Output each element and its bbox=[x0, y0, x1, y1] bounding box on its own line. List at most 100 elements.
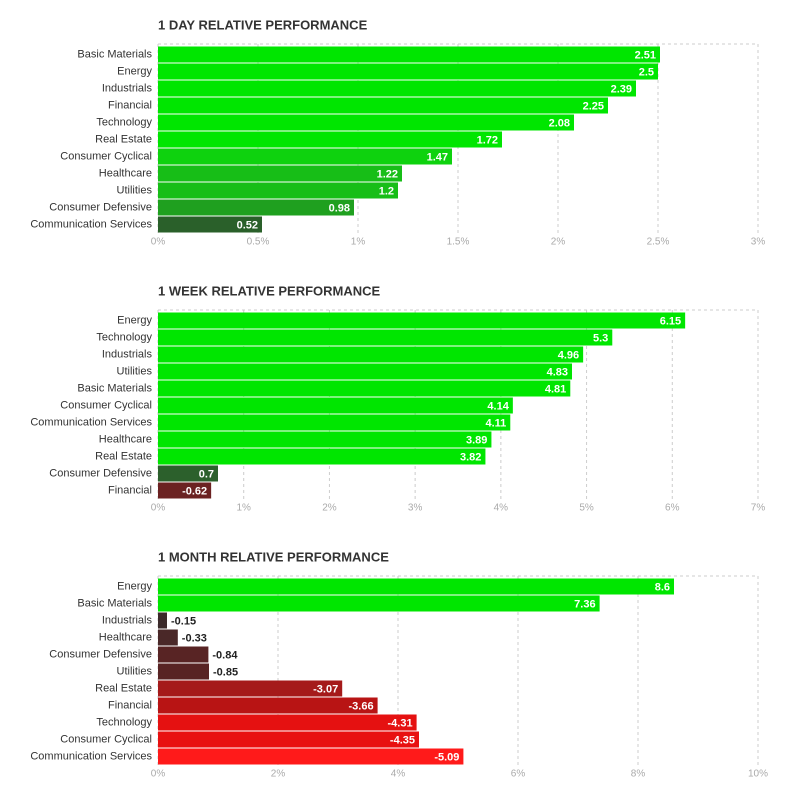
bar bbox=[158, 182, 398, 199]
x-tick-label: 1% bbox=[236, 503, 251, 514]
bar bbox=[158, 148, 452, 165]
x-tick-label: 2.5% bbox=[647, 237, 670, 248]
x-tick-label: 7% bbox=[751, 503, 766, 514]
category-label: Real Estate bbox=[95, 682, 152, 694]
x-tick-label: 0.5% bbox=[247, 237, 270, 248]
value-label: 2.08 bbox=[549, 117, 570, 129]
bar bbox=[158, 165, 402, 182]
bar bbox=[158, 448, 486, 465]
category-label: Consumer Defensive bbox=[49, 467, 152, 479]
x-tick-label: 1% bbox=[351, 237, 366, 248]
value-label: -5.09 bbox=[434, 751, 459, 763]
x-tick-label: 0% bbox=[151, 237, 166, 248]
bar bbox=[158, 97, 608, 114]
value-label: 8.6 bbox=[655, 581, 670, 593]
value-label: -4.31 bbox=[388, 717, 413, 729]
category-label: Consumer Cyclical bbox=[60, 733, 152, 745]
bar bbox=[158, 397, 513, 414]
bar bbox=[158, 482, 212, 499]
value-label: 5.3 bbox=[593, 332, 608, 344]
category-label: Utilities bbox=[117, 184, 153, 196]
bar bbox=[158, 612, 167, 629]
bar bbox=[158, 329, 613, 346]
bar bbox=[158, 216, 262, 233]
category-label: Real Estate bbox=[95, 133, 152, 145]
bar bbox=[158, 199, 354, 216]
bar bbox=[158, 646, 209, 663]
bar bbox=[158, 431, 492, 448]
category-label: Healthcare bbox=[99, 631, 152, 643]
bar bbox=[158, 63, 658, 80]
value-label: 1.2 bbox=[379, 185, 394, 197]
category-label: Energy bbox=[117, 314, 152, 326]
value-label: 2.39 bbox=[611, 83, 632, 95]
bar bbox=[158, 131, 502, 148]
value-label: 1.72 bbox=[477, 134, 498, 146]
bar bbox=[158, 663, 209, 680]
value-label: 1.22 bbox=[377, 168, 398, 180]
bar bbox=[158, 114, 574, 131]
x-tick-label: 1.5% bbox=[447, 237, 470, 248]
category-label: Communication Services bbox=[30, 750, 152, 762]
x-tick-label: 3% bbox=[751, 237, 766, 248]
bar bbox=[158, 46, 660, 63]
value-label: 0.52 bbox=[237, 219, 258, 231]
value-label: -0.62 bbox=[182, 485, 207, 497]
value-label: 3.89 bbox=[466, 434, 487, 446]
x-tick-label: 0% bbox=[151, 769, 166, 780]
x-tick-label: 0% bbox=[151, 503, 166, 514]
value-label: -4.35 bbox=[390, 734, 415, 746]
value-label: -0.85 bbox=[213, 666, 238, 678]
value-label: 4.96 bbox=[558, 349, 579, 361]
bar bbox=[158, 714, 417, 731]
x-tick-label: 4% bbox=[391, 769, 406, 780]
category-label: Utilities bbox=[117, 665, 153, 677]
bar bbox=[158, 346, 584, 363]
x-tick-label: 2% bbox=[322, 503, 337, 514]
category-label: Financial bbox=[108, 699, 152, 711]
bar bbox=[158, 731, 419, 748]
category-label: Communication Services bbox=[30, 416, 152, 428]
category-label: Basic Materials bbox=[77, 48, 152, 60]
category-label: Consumer Defensive bbox=[49, 648, 152, 660]
category-label: Financial bbox=[108, 484, 152, 496]
value-label: 0.98 bbox=[329, 202, 350, 214]
value-label: -0.33 bbox=[182, 632, 207, 644]
value-label: 3.82 bbox=[460, 451, 481, 463]
category-label: Communication Services bbox=[30, 218, 152, 230]
bar bbox=[158, 465, 218, 482]
category-label: Energy bbox=[117, 580, 152, 592]
chart-title: 1 DAY RELATIVE PERFORMANCE bbox=[158, 17, 368, 32]
category-label: Financial bbox=[108, 99, 152, 111]
x-tick-label: 10% bbox=[748, 769, 768, 780]
value-label: 2.5 bbox=[639, 66, 654, 78]
category-label: Basic Materials bbox=[77, 597, 152, 609]
category-label: Industrials bbox=[102, 348, 153, 360]
x-tick-label: 5% bbox=[579, 503, 594, 514]
chart-title: 1 WEEK RELATIVE PERFORMANCE bbox=[158, 283, 381, 298]
x-tick-label: 4% bbox=[494, 503, 509, 514]
bar bbox=[158, 629, 178, 646]
bar bbox=[158, 748, 464, 765]
bar bbox=[158, 80, 636, 97]
value-label: 6.15 bbox=[660, 315, 681, 327]
bar bbox=[158, 380, 571, 397]
value-label: -3.66 bbox=[349, 700, 374, 712]
category-label: Consumer Defensive bbox=[49, 201, 152, 213]
bar bbox=[158, 595, 600, 612]
category-label: Utilities bbox=[117, 365, 153, 377]
x-tick-label: 3% bbox=[408, 503, 423, 514]
x-tick-label: 2% bbox=[271, 769, 286, 780]
category-label: Basic Materials bbox=[77, 382, 152, 394]
value-label: 1.47 bbox=[427, 151, 448, 163]
value-label: 2.25 bbox=[583, 100, 604, 112]
value-label: -0.15 bbox=[171, 615, 196, 627]
x-tick-label: 2% bbox=[551, 237, 566, 248]
category-label: Healthcare bbox=[99, 167, 152, 179]
x-tick-label: 6% bbox=[511, 769, 526, 780]
value-label: 2.51 bbox=[635, 49, 656, 61]
value-label: -3.07 bbox=[313, 683, 338, 695]
category-label: Industrials bbox=[102, 614, 153, 626]
value-label: 4.83 bbox=[547, 366, 568, 378]
